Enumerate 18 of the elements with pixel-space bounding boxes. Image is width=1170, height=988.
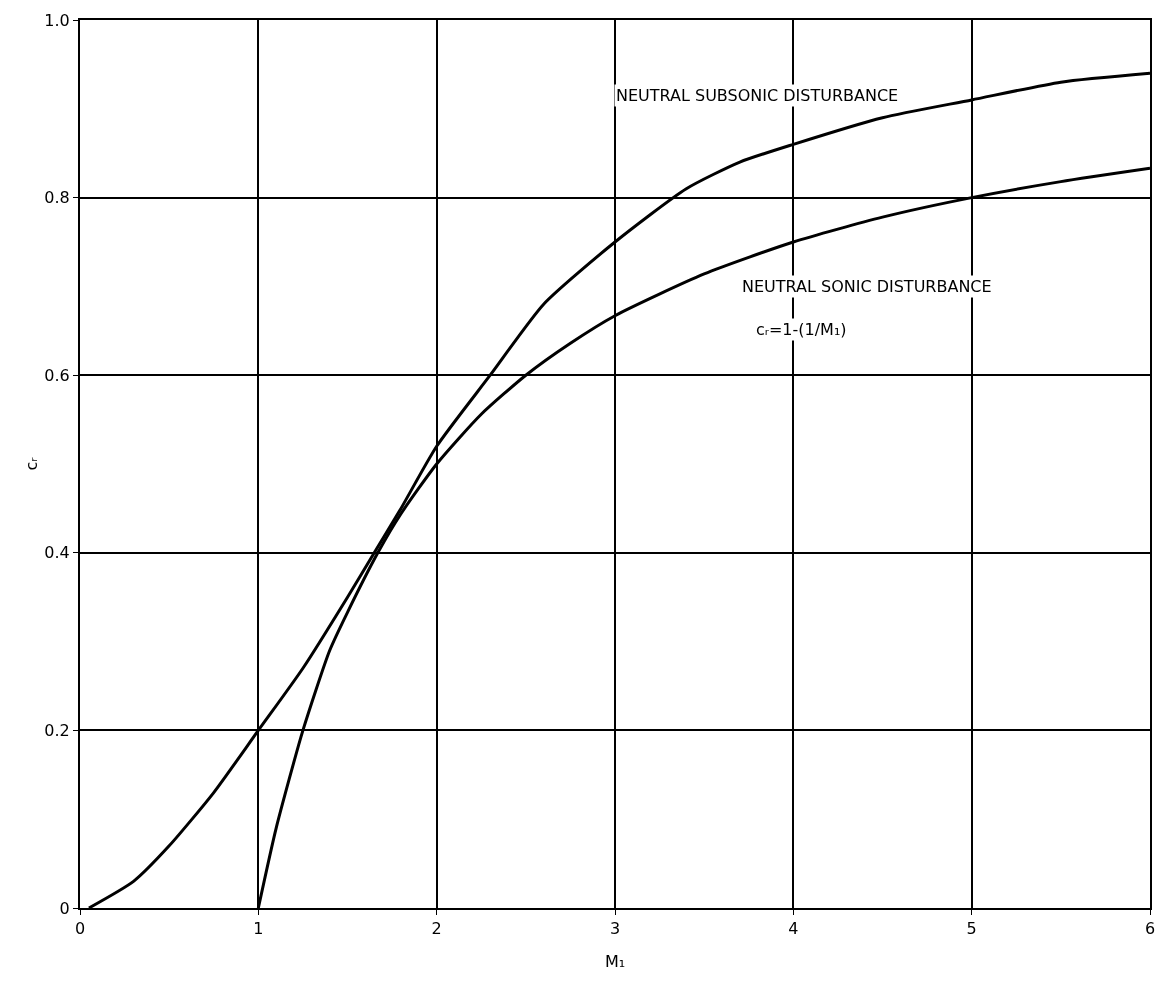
x-tick-label: 4 [788,919,799,939]
x-axis-title: M₁ [604,952,626,971]
x-tick-label: 5 [966,919,977,939]
y-tick-label: 0.6 [44,365,70,385]
y-tick-label: 0.8 [44,188,70,208]
annotation: cᵣ=1-(1/M₁) [756,320,847,339]
x-tick-label: 6 [1144,919,1156,939]
x-tick-label: 3 [609,919,621,939]
series-label: NEUTRAL SUBSONIC DISTURBANCE [616,86,899,105]
series-label: NEUTRAL SONIC DISTURBANCE [742,277,992,296]
x-tick-label: 0 [74,919,86,939]
y-axis-title: cᵣ [22,456,41,471]
y-tick-label: 0 [59,898,70,918]
y-tick-label: 1.0 [44,10,70,30]
y-tick-label: 0.4 [44,543,70,563]
x-tick-label: 2 [431,919,442,939]
y-tick-label: 0.2 [44,721,70,740]
x-tick-label: 1 [253,919,264,939]
